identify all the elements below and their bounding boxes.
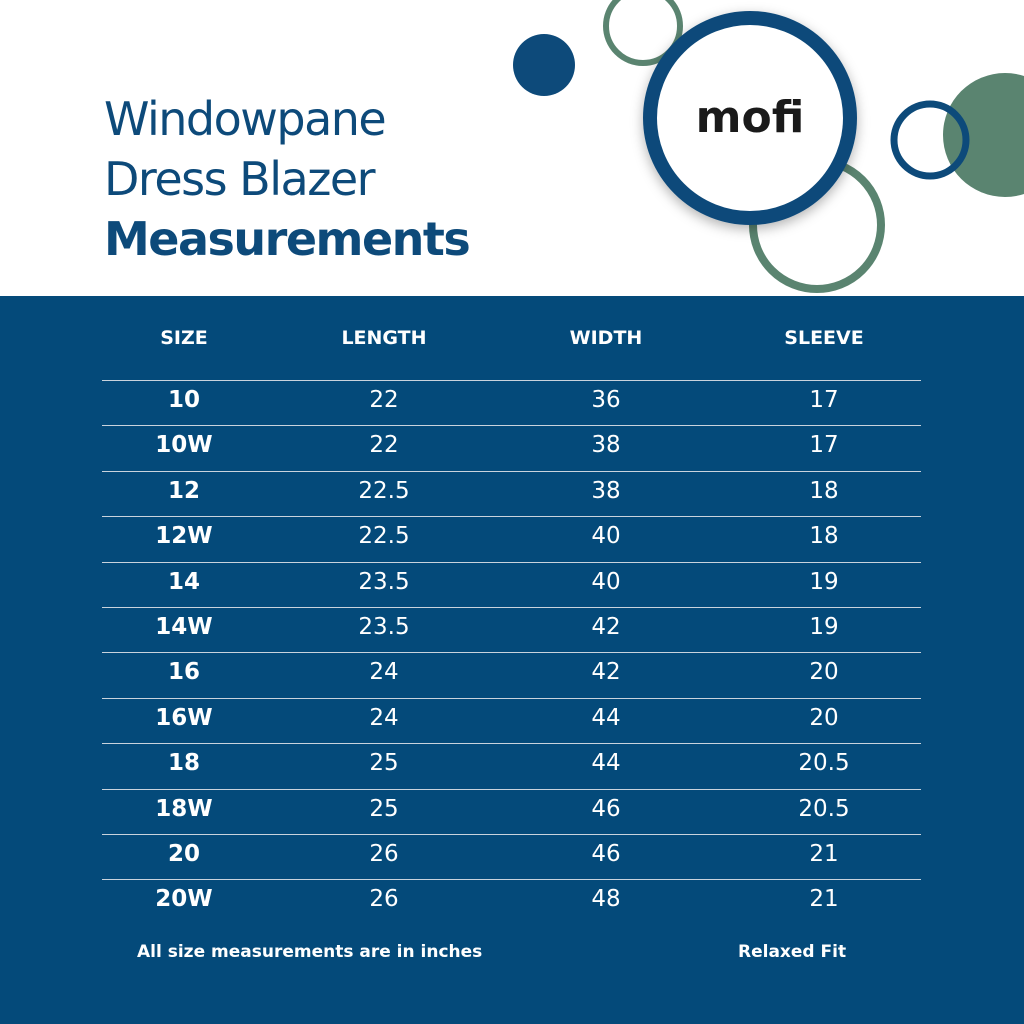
row-divider — [102, 562, 921, 563]
measure-cell: 22.5 — [358, 523, 410, 549]
size-cell: 10W — [155, 432, 213, 458]
column-header: LENGTH — [341, 327, 427, 349]
measure-cell: 38 — [591, 432, 621, 458]
title-line: Windowpane — [104, 92, 387, 146]
row-divider — [102, 743, 921, 744]
measure-cell: 26 — [369, 886, 399, 912]
measure-cell: 46 — [591, 841, 621, 867]
measure-cell: 20.5 — [798, 796, 850, 822]
row-divider — [102, 879, 921, 880]
column-header: WIDTH — [569, 327, 643, 349]
measure-cell: 18 — [809, 523, 839, 549]
measure-cell: 20.5 — [798, 750, 850, 776]
measure-cell: 26 — [369, 841, 399, 867]
measure-cell: 17 — [809, 432, 839, 458]
row-divider — [102, 789, 921, 790]
measure-cell: 22 — [369, 432, 399, 458]
measure-cell: 22 — [369, 387, 399, 413]
measure-cell: 23.5 — [358, 614, 410, 640]
row-divider — [102, 425, 921, 426]
measure-cell: 20 — [809, 659, 839, 685]
measure-cell: 40 — [591, 569, 621, 595]
measure-cell: 42 — [591, 614, 621, 640]
size-cell: 10 — [167, 387, 200, 413]
measure-cell: 20 — [809, 705, 839, 731]
row-divider — [102, 471, 921, 472]
size-cell: 20 — [167, 841, 200, 867]
table-panel — [0, 296, 1024, 1024]
measure-cell: 21 — [809, 886, 839, 912]
footer-note: All size measurements are in inches — [137, 942, 483, 962]
size-cell: 12W — [155, 523, 213, 549]
measure-cell: 18 — [809, 478, 839, 504]
row-divider — [102, 380, 921, 381]
measure-cell: 42 — [591, 659, 621, 685]
row-divider — [102, 652, 921, 653]
measure-cell: 24 — [369, 659, 399, 685]
row-divider — [102, 698, 921, 699]
size-cell: 18 — [167, 750, 200, 776]
title-line: Dress Blazer — [104, 152, 376, 206]
measure-cell: 38 — [591, 478, 621, 504]
size-cell: 16W — [155, 705, 213, 731]
measure-cell: 25 — [369, 796, 399, 822]
column-header: SLEEVE — [784, 327, 864, 349]
measure-cell: 24 — [369, 705, 399, 731]
measure-cell: 17 — [809, 387, 839, 413]
column-header: SIZE — [160, 327, 208, 349]
logo: mofi — [696, 92, 805, 143]
measure-cell: 25 — [369, 750, 399, 776]
size-cell: 16 — [167, 659, 200, 685]
measure-cell: 44 — [591, 750, 621, 776]
row-divider — [102, 834, 921, 835]
decoration: mofi — [513, 0, 1024, 293]
fit-note: Relaxed Fit — [738, 942, 847, 962]
size-cell: 20W — [155, 886, 213, 912]
size-cell: 12 — [167, 478, 200, 504]
measure-cell: 40 — [591, 523, 621, 549]
measure-cell: 44 — [591, 705, 621, 731]
measure-cell: 46 — [591, 796, 621, 822]
measure-cell: 48 — [591, 886, 621, 912]
measure-cell: 19 — [809, 569, 839, 595]
title-line: Measurements — [104, 212, 471, 266]
measure-cell: 23.5 — [358, 569, 410, 595]
size-cell: 14 — [167, 569, 200, 595]
size-cell: 14W — [155, 614, 213, 640]
measure-cell: 19 — [809, 614, 839, 640]
size-cell: 18W — [155, 796, 213, 822]
row-divider — [102, 516, 921, 517]
measure-cell: 36 — [591, 387, 621, 413]
measure-cell: 21 — [809, 841, 839, 867]
measure-cell: 22.5 — [358, 478, 410, 504]
row-divider — [102, 607, 921, 608]
